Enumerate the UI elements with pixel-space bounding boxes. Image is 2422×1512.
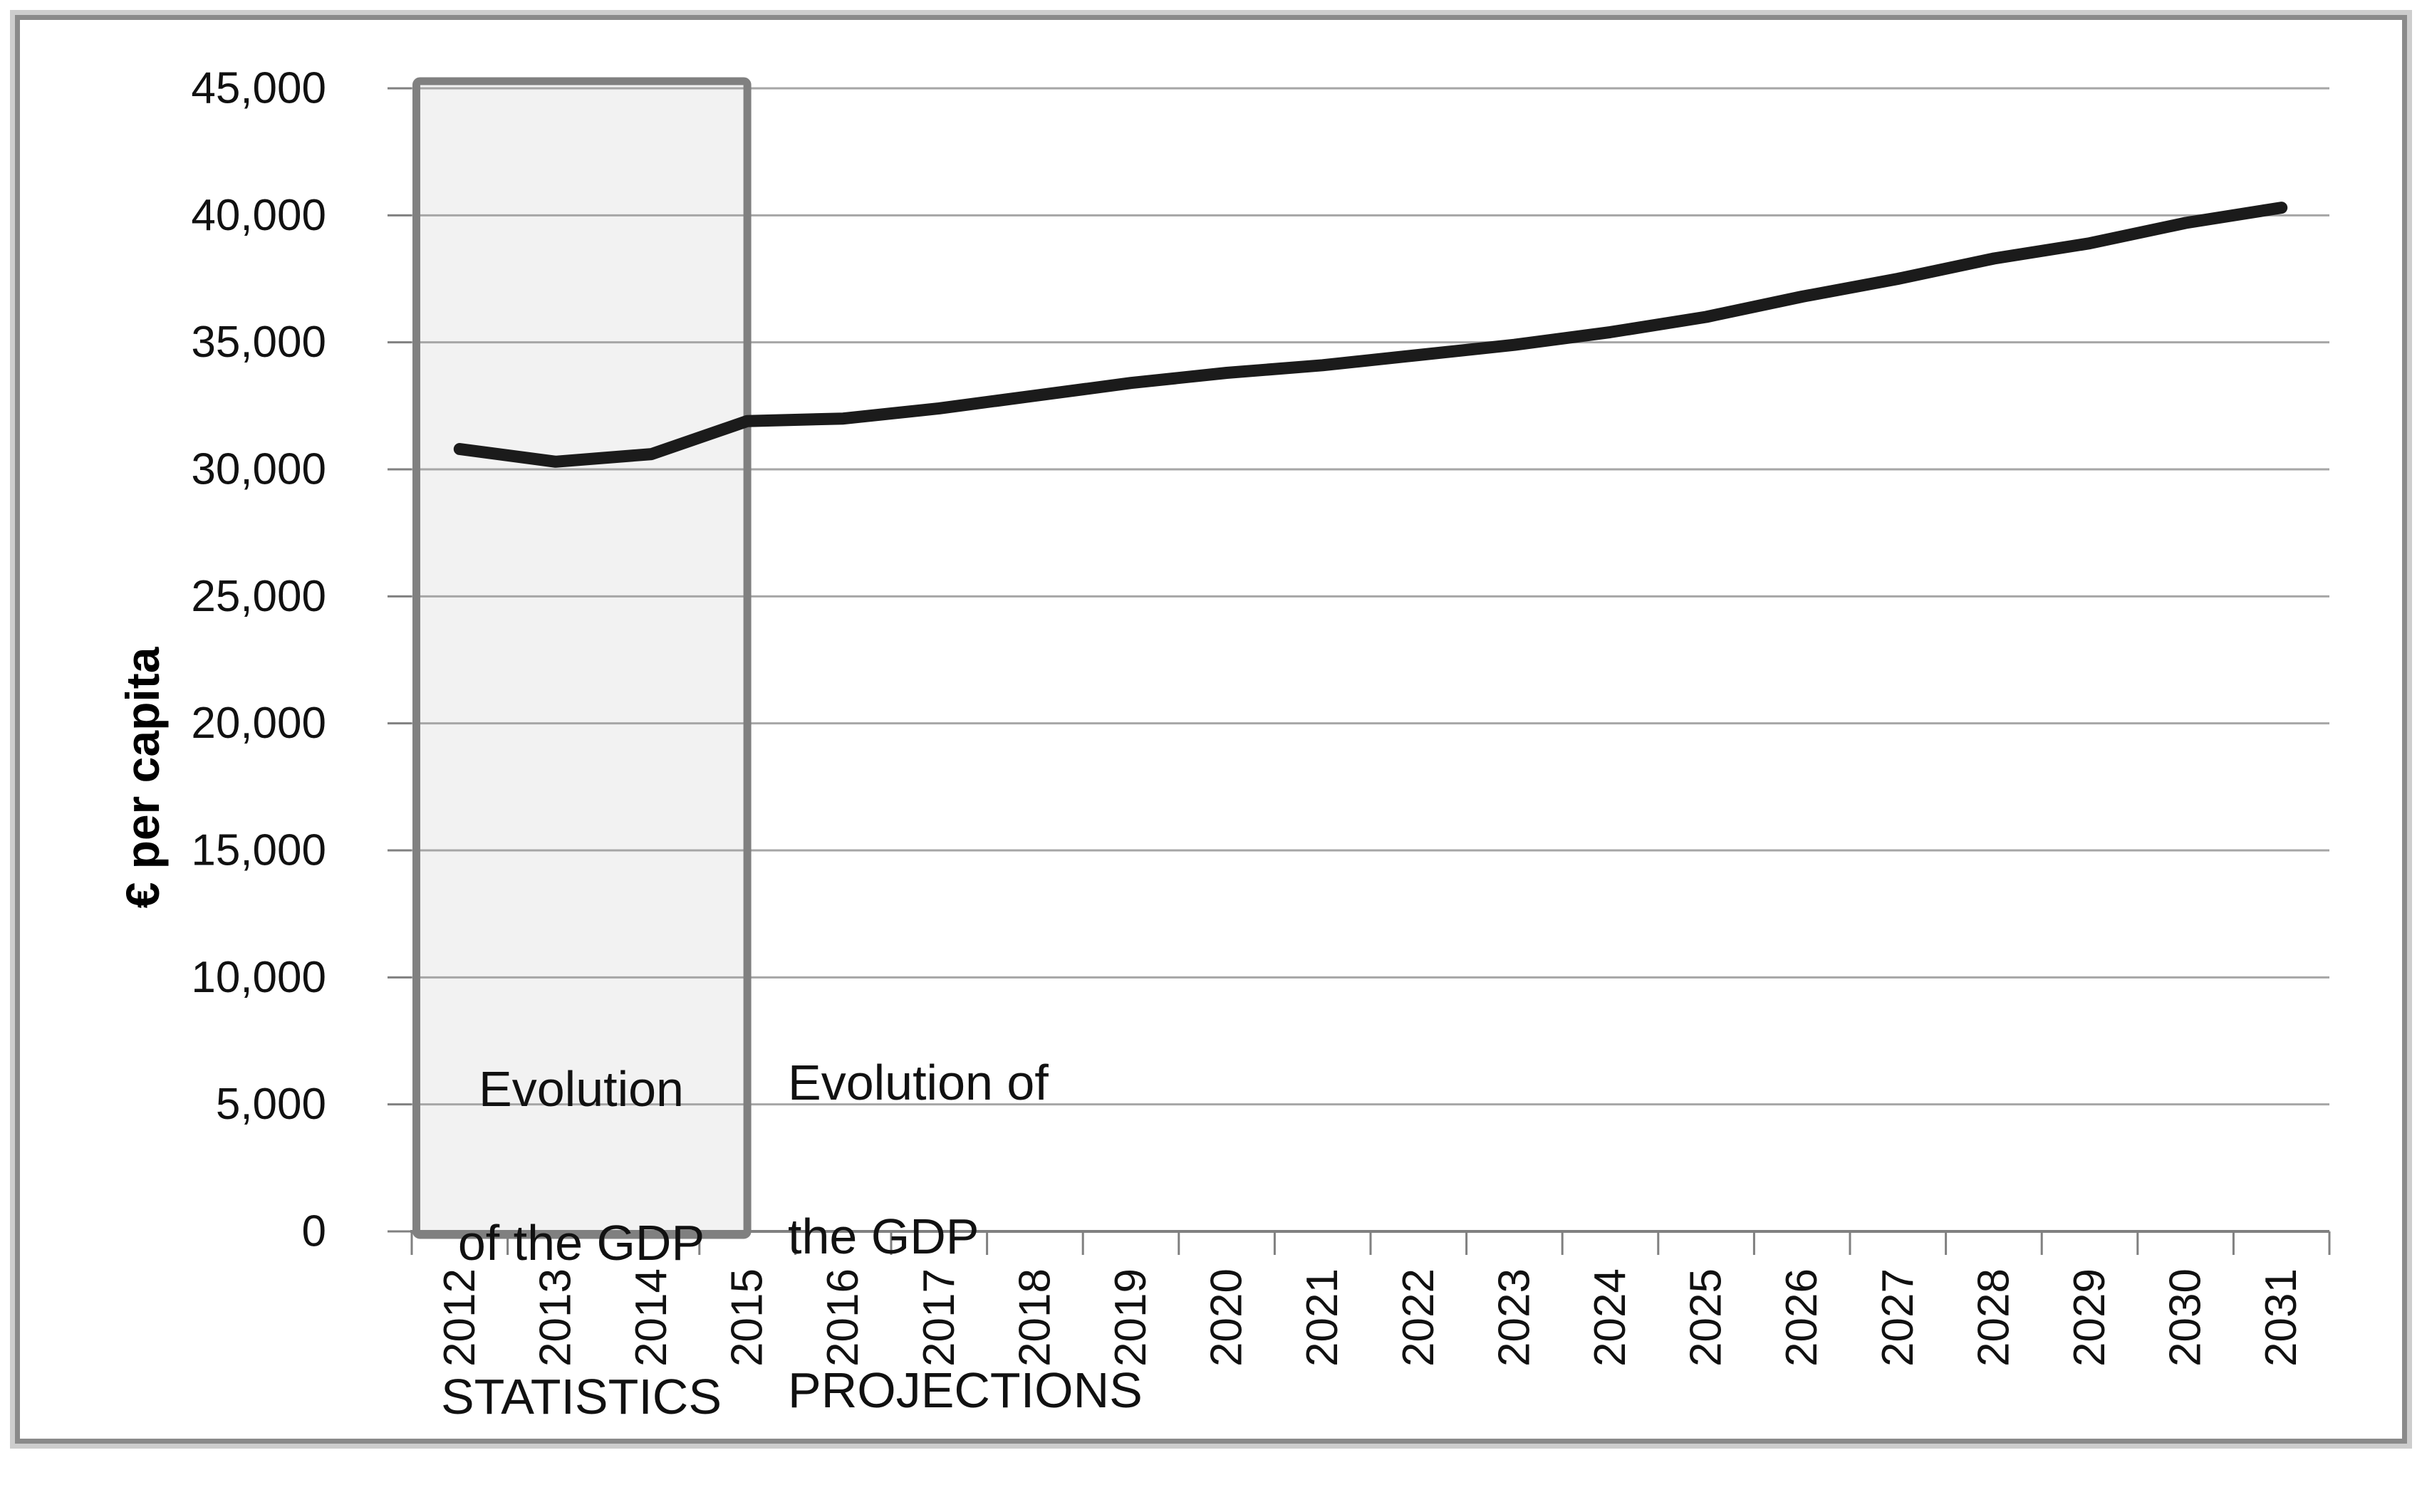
x-tick-label-2029: 2029 (2065, 1268, 2114, 1367)
y-axis-title: € per capita (116, 647, 169, 909)
projections-annotation: Evolution of the GDP PROJECTIONS (788, 967, 1429, 1506)
chart-stage: 0 5,000 10,000 15,000 20,000 25,000 30,000 35,0… (10, 10, 2412, 1449)
statistics-shaded-region (416, 81, 748, 1235)
x-tick-label-2027: 2027 (1873, 1268, 1923, 1367)
gdp-line-chart: 0 5,000 10,000 15,000 20,000 25,000 30,000 35,0… (191, 64, 2331, 1367)
x-tick-label-2013: 2013 (531, 1268, 580, 1367)
y-tick-label-45,000: 45,000 (191, 64, 326, 113)
statistics-region-border (412, 77, 752, 1239)
x-tick-label-2020: 2020 (1202, 1268, 1252, 1367)
y-tick-label-15,000: 15,000 (191, 826, 326, 875)
x-tick-label-2015: 2015 (723, 1268, 772, 1367)
x-tick-label-2023: 2023 (1490, 1268, 1539, 1367)
x-tick-label-2030: 2030 (2161, 1268, 2210, 1367)
x-tick-label-2021: 2021 (1298, 1268, 1347, 1367)
statistics-annotation: Evolution of the GDP STATISTICS (382, 974, 781, 1512)
data-series (453, 202, 2288, 468)
projections-annotation-line-1: Evolution of (788, 1055, 1049, 1110)
y-tick-label-25,000: 25,000 (191, 572, 326, 621)
x-tick-label-2028: 2028 (1969, 1268, 2018, 1367)
x-tick-label-2017: 2017 (915, 1268, 964, 1367)
y-axis-tick-labels: 0 5,000 10,000 15,000 20,000 25,000 30,000 35,0… (191, 64, 326, 1256)
y-tick-label-35,000: 35,000 (191, 318, 326, 367)
projections-annotation-line-2: the GDP (788, 1209, 979, 1264)
y-tick-label-0: 0 (302, 1207, 326, 1256)
statistics-annotation-line-1: Evolution (479, 1061, 684, 1117)
tick-marks (388, 87, 2331, 1255)
statistics-annotation-line-2: of the GDP (457, 1215, 705, 1271)
y-tick-label-30,000: 30,000 (191, 445, 326, 494)
y-tick-label-20,000: 20,000 (191, 699, 326, 748)
x-tick-label-2018: 2018 (1010, 1268, 1059, 1367)
x-tick-label-2019: 2019 (1106, 1268, 1155, 1367)
statistics-region-outline (412, 77, 752, 1239)
x-tick-label-2026: 2026 (1777, 1268, 1826, 1367)
statistics-annotation-line-3: STATISTICS (440, 1369, 722, 1424)
x-tick-label-2031: 2031 (2257, 1268, 2306, 1367)
x-axis-tick-labels: 2012 2013 2014 2015 2016 2017 2018 2019 2020 2021… (435, 1268, 2306, 1367)
x-tick-label-2024: 2024 (1586, 1268, 1635, 1367)
x-tick-label-2016: 2016 (818, 1268, 868, 1367)
x-tick-label-2022: 2022 (1394, 1268, 1443, 1367)
y-tick-label-40,000: 40,000 (191, 191, 326, 240)
statistics-region-fill (416, 81, 748, 1235)
gridlines (412, 87, 2329, 1106)
projections-annotation-line-3: PROJECTIONS (788, 1362, 1143, 1418)
x-tick-label-2025: 2025 (1682, 1268, 1731, 1367)
series-gdp-per-capita (453, 202, 2288, 468)
y-tick-label-10,000: 10,000 (191, 953, 326, 1002)
x-tick-label-2012: 2012 (435, 1268, 484, 1367)
y-tick-label-5,000: 5,000 (216, 1080, 326, 1129)
x-tick-label-2014: 2014 (627, 1268, 676, 1367)
